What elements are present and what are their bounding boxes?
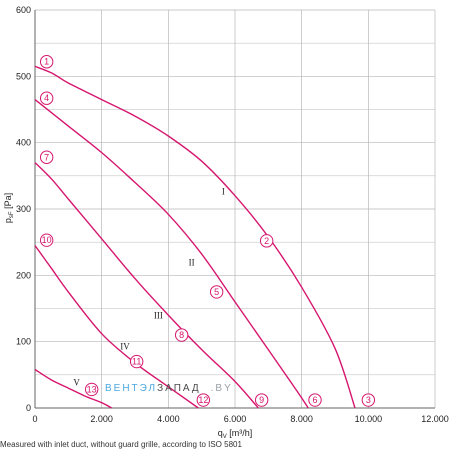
watermark: ВЕНТЭЛЗАПАД .BY — [105, 383, 233, 394]
roman-label: II — [189, 257, 195, 267]
circle-label: 10 — [42, 235, 52, 245]
circle-marker — [254, 393, 269, 407]
circle-marker — [259, 234, 274, 248]
circle-marker — [308, 393, 322, 407]
circle-label: 6 — [312, 395, 317, 405]
x-tick-label: 2.000 — [90, 414, 113, 424]
circle-marker — [361, 393, 376, 407]
x-tick-label: 0 — [32, 414, 37, 424]
curves — [34, 65, 356, 409]
curve-v — [34, 368, 113, 409]
circle-marker — [39, 233, 54, 247]
curve-iii — [34, 162, 259, 409]
circle-label: 4 — [44, 93, 49, 103]
y-axis-label-main: p — [3, 218, 13, 223]
circle-marker — [39, 150, 54, 164]
y-tick-label: 300 — [16, 204, 31, 214]
circle-label: 12 — [198, 395, 208, 405]
y-axis-label-sub: sF — [9, 211, 15, 218]
y-tick-label: 100 — [16, 337, 31, 347]
circle-label: 5 — [214, 287, 219, 297]
circle-label: 9 — [259, 395, 264, 405]
y-tick-label: 600 — [16, 5, 31, 15]
x-tick-label: 8.000 — [290, 414, 313, 424]
y-axis-label-unit: [Pa] — [3, 193, 13, 212]
x-axis-label-main: q — [218, 428, 223, 438]
y-tick-label: 200 — [16, 270, 31, 280]
circle-label: 13 — [87, 384, 97, 394]
circle-label: 8 — [179, 330, 184, 340]
x-axis-label: qV [m³/h] — [218, 428, 253, 440]
x-axis-label-sub: V — [223, 434, 227, 440]
circle-marker — [129, 354, 144, 369]
circle-label: 1 — [44, 57, 49, 67]
x-axis-label-unit: [m³/h] — [227, 428, 253, 438]
circle-label: 11 — [132, 357, 141, 367]
curve-circle-labels: 1 4 7 10 2 5 8 11 13 12 9 6 3 — [39, 55, 376, 407]
y-tick-label: 400 — [16, 138, 31, 148]
footnote: Measured with inlet duct, without guard … — [0, 440, 242, 449]
circle-marker — [84, 382, 99, 397]
y-tick-label: 0 — [26, 403, 31, 413]
y-tick-label: 500 — [16, 71, 31, 81]
watermark-suffix: .BY — [211, 383, 233, 394]
x-tick-label: 10.000 — [355, 414, 383, 424]
fan-curve-chart: 0 2.000 4.000 6.000 8.000 10.000 12.000 010020… — [3, 5, 449, 440]
x-tick-label: 4.000 — [157, 414, 180, 424]
x-tick-label: 6.000 — [224, 414, 247, 424]
circle-marker — [209, 285, 224, 299]
curve-i — [34, 65, 356, 409]
watermark-blue: ВЕНТЭЛ — [105, 383, 157, 394]
roman-label: I — [222, 186, 225, 196]
roman-label: IV — [120, 342, 130, 352]
roman-label: V — [73, 377, 80, 387]
curve-iv — [34, 245, 199, 409]
curve-ii — [34, 99, 309, 409]
roman-label: III — [154, 310, 163, 320]
circle-label: 2 — [264, 236, 269, 246]
circle-marker — [39, 91, 54, 105]
y-axis-label: psF [Pa] — [3, 193, 15, 223]
x-tick-label: 12.000 — [421, 414, 449, 424]
x-axis-ticks: 0 2.000 4.000 6.000 8.000 10.000 12.000 — [32, 414, 448, 424]
circle-marker — [39, 55, 54, 69]
circle-label: 3 — [366, 395, 371, 405]
circle-marker — [174, 328, 189, 342]
circle-marker — [196, 393, 211, 407]
watermark-dark: ЗАПАД — [157, 383, 201, 394]
grid — [34, 9, 436, 409]
circle-label: 7 — [44, 152, 49, 162]
y-axis-ticks: 0 100 200 300 400 500 600 — [16, 5, 31, 413]
